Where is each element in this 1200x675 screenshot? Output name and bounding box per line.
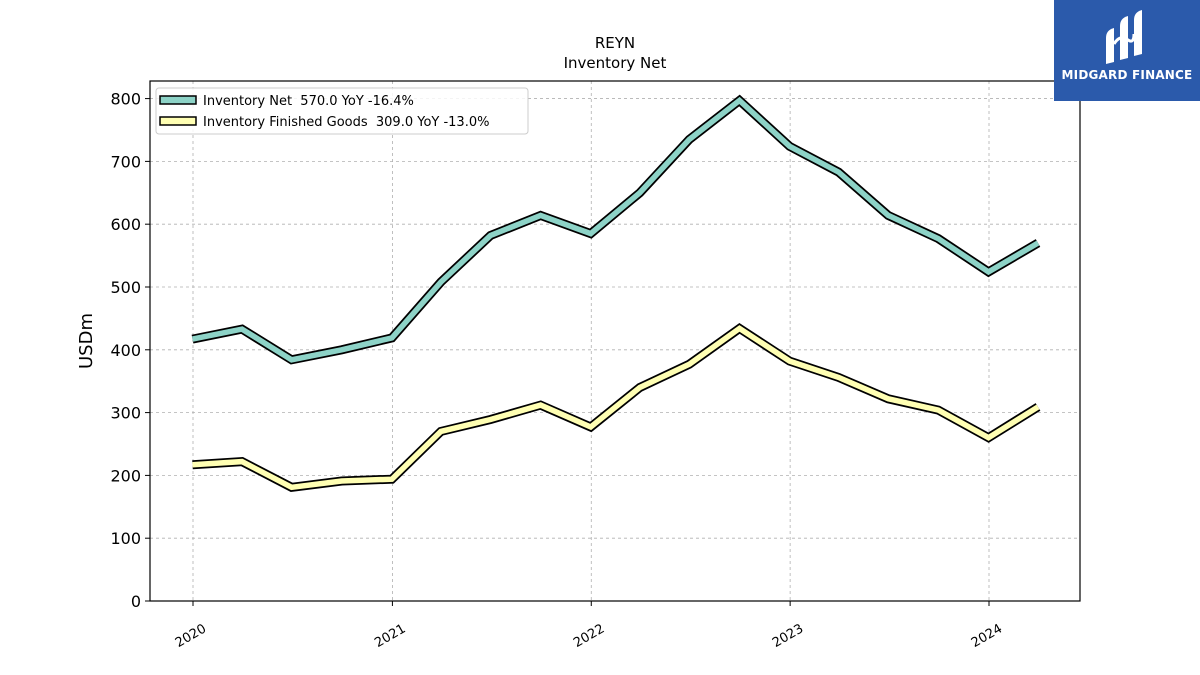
legend-label: Inventory Finished Goods 309.0 YoY -13.0… xyxy=(203,115,489,130)
legend: Inventory Net 570.0 YoY -16.4% Inventory … xyxy=(155,87,529,135)
series-line-1 xyxy=(191,94,1041,365)
plot-frame xyxy=(149,80,1081,602)
y-tick-label: 700 xyxy=(110,152,141,171)
legend-swatch xyxy=(159,116,197,126)
y-axis-label: USDm xyxy=(76,313,97,369)
grid-lines xyxy=(150,81,1080,602)
x-tick-label: 2023 xyxy=(770,621,806,651)
series-outline xyxy=(191,94,1041,365)
x-tick-label: 2022 xyxy=(571,621,607,651)
brand-logo: MIDGARD FINANCE xyxy=(1054,0,1200,101)
legend-box xyxy=(155,87,529,135)
y-tick-label: 100 xyxy=(110,529,141,548)
y-tick-label: 600 xyxy=(110,215,141,234)
x-tick-label: 2020 xyxy=(173,621,209,651)
y-axis-ticks: 0 100 200 300 400 500 600 700 800 xyxy=(110,90,150,611)
y-tick-label: 0 xyxy=(131,592,141,611)
logo-mark-icon xyxy=(1106,10,1142,64)
logo-text: MIDGARD FINANCE xyxy=(1061,68,1193,82)
chart-title: REYN xyxy=(595,34,635,52)
y-tick-label: 400 xyxy=(110,341,141,360)
y-tick-label: 800 xyxy=(110,90,141,109)
legend-label: Inventory Net 570.0 YoY -16.4% xyxy=(203,94,414,109)
x-axis-ticks: 2020 2021 2022 2023 2024 xyxy=(173,601,1005,651)
series-layer xyxy=(191,94,1041,492)
y-tick-label: 300 xyxy=(110,404,141,423)
series-stroke xyxy=(191,96,1040,363)
series-line-2 xyxy=(192,322,1041,492)
series-stroke xyxy=(192,325,1040,491)
x-tick-label: 2024 xyxy=(969,621,1005,651)
x-tick-label: 2021 xyxy=(372,621,408,651)
y-tick-label: 500 xyxy=(110,278,141,297)
legend-swatch xyxy=(159,95,197,105)
y-tick-label: 200 xyxy=(110,466,141,485)
chart-subtitle: Inventory Net xyxy=(564,54,667,72)
